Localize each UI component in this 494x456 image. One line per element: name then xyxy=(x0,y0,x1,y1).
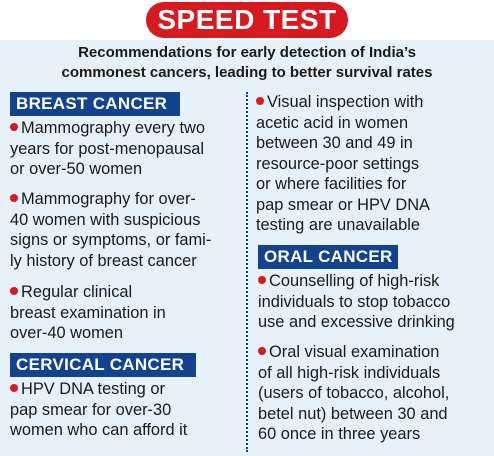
title-bar: SPEED TEST xyxy=(0,0,494,40)
breast-item-2: Mammography for over- 40 women with susp… xyxy=(10,189,244,271)
bullet-icon xyxy=(10,123,18,131)
oral-item-1: Counselling of high-risk individuals to … xyxy=(258,271,492,333)
cervical-item-2-text: Visual inspection with acetic acid in wo… xyxy=(256,93,430,234)
breast-item-2-text: Mammography for over- 40 women with susp… xyxy=(10,190,212,270)
bullet-icon xyxy=(258,347,266,355)
page-title: SPEED TEST xyxy=(146,2,348,38)
bullet-icon xyxy=(256,97,264,105)
cervical-item-1-text: HPV DNA testing or pap smear for over-30… xyxy=(10,380,188,439)
breast-cancer-header: BREAST CANCER xyxy=(10,92,180,116)
oral-cancer-header: ORAL CANCER xyxy=(258,245,398,269)
oral-item-1-text: Counselling of high-risk individuals to … xyxy=(258,272,455,331)
bullet-icon xyxy=(10,287,18,295)
column-divider xyxy=(246,92,248,452)
subtitle: Recommendations for early detection of I… xyxy=(0,43,494,83)
subtitle-line-2: commonest cancers, leading to better sur… xyxy=(61,64,433,81)
cervical-cancer-header: CERVICAL CANCER xyxy=(10,353,196,377)
cervical-item-2: Visual inspection with acetic acid in wo… xyxy=(256,92,492,236)
bullet-icon xyxy=(258,276,266,284)
oral-item-2-text: Oral visual examination of all high-risk… xyxy=(258,343,450,443)
breast-item-3: Regular clinical breast examination in o… xyxy=(10,282,244,344)
oral-item-2: Oral visual examination of all high-risk… xyxy=(258,342,492,445)
breast-item-3-text: Regular clinical breast examination in o… xyxy=(10,283,166,342)
breast-item-1-text: Mammography every two years for post-men… xyxy=(10,119,206,178)
bullet-icon xyxy=(10,384,18,392)
breast-item-1: Mammography every two years for post-men… xyxy=(10,118,244,180)
cervical-item-1: HPV DNA testing or pap smear for over-30… xyxy=(10,379,244,441)
bullet-icon xyxy=(10,194,18,202)
subtitle-line-1: Recommendations for early detection of I… xyxy=(78,44,416,61)
